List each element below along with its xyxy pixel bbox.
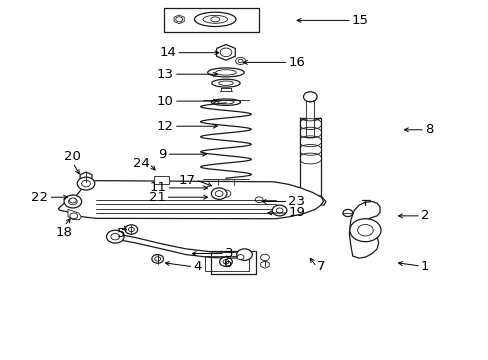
Text: 21: 21	[148, 191, 165, 204]
Circle shape	[223, 260, 228, 264]
Text: 6: 6	[223, 257, 231, 270]
Circle shape	[128, 227, 134, 231]
Circle shape	[236, 249, 252, 260]
Ellipse shape	[215, 70, 236, 75]
Text: 8: 8	[424, 123, 432, 136]
Ellipse shape	[211, 181, 240, 189]
Polygon shape	[294, 196, 325, 205]
Circle shape	[155, 257, 160, 261]
Text: 19: 19	[288, 207, 305, 220]
Text: 3: 3	[224, 247, 233, 260]
Ellipse shape	[218, 100, 234, 104]
Text: 2: 2	[420, 210, 428, 222]
Circle shape	[64, 195, 81, 208]
Circle shape	[111, 233, 120, 240]
Circle shape	[175, 17, 182, 22]
Text: 17: 17	[179, 174, 195, 186]
Circle shape	[69, 198, 76, 203]
Circle shape	[152, 255, 163, 263]
Circle shape	[221, 190, 230, 197]
Polygon shape	[80, 172, 92, 182]
Polygon shape	[252, 194, 265, 206]
Bar	[154, 176, 168, 184]
Bar	[211, 251, 256, 274]
Bar	[299, 118, 321, 196]
Circle shape	[106, 230, 124, 243]
Text: 4: 4	[193, 260, 201, 273]
Text: 24: 24	[132, 157, 149, 170]
Text: 14: 14	[159, 46, 176, 59]
Bar	[163, 8, 259, 32]
Circle shape	[77, 177, 95, 190]
Ellipse shape	[194, 12, 236, 27]
Ellipse shape	[218, 81, 233, 85]
Text: 22: 22	[31, 191, 48, 204]
Text: 1: 1	[420, 260, 428, 273]
Bar	[205, 256, 249, 271]
Ellipse shape	[215, 191, 236, 196]
Text: 11: 11	[149, 181, 166, 194]
Circle shape	[81, 180, 90, 187]
Circle shape	[220, 48, 231, 57]
Circle shape	[219, 257, 232, 266]
Polygon shape	[58, 181, 323, 219]
Circle shape	[70, 213, 78, 219]
Polygon shape	[216, 44, 235, 60]
Circle shape	[357, 225, 372, 236]
Circle shape	[349, 219, 380, 242]
Circle shape	[235, 57, 245, 64]
Text: 16: 16	[288, 56, 305, 69]
Text: 5: 5	[117, 226, 125, 240]
Text: 20: 20	[64, 150, 81, 163]
Polygon shape	[260, 261, 269, 268]
Circle shape	[272, 205, 286, 216]
Circle shape	[276, 208, 283, 213]
Circle shape	[238, 59, 243, 63]
Ellipse shape	[207, 68, 244, 77]
Polygon shape	[68, 210, 81, 220]
Text: 9: 9	[158, 148, 166, 161]
Polygon shape	[66, 195, 79, 206]
Text: 15: 15	[351, 14, 368, 27]
Circle shape	[303, 92, 317, 102]
Text: 10: 10	[157, 95, 173, 108]
Ellipse shape	[211, 79, 240, 87]
Circle shape	[215, 191, 223, 197]
Circle shape	[342, 210, 352, 217]
Polygon shape	[174, 15, 184, 24]
Ellipse shape	[211, 99, 240, 105]
Circle shape	[260, 254, 269, 261]
Text: 18: 18	[56, 226, 72, 239]
Text: 13: 13	[157, 68, 173, 81]
Text: 12: 12	[157, 120, 173, 133]
Bar	[306, 101, 314, 137]
Circle shape	[211, 188, 226, 199]
Polygon shape	[348, 202, 379, 258]
Circle shape	[237, 255, 244, 260]
Text: 23: 23	[288, 195, 305, 208]
Circle shape	[125, 225, 138, 234]
Circle shape	[255, 197, 263, 203]
Text: 7: 7	[316, 260, 325, 273]
Circle shape	[68, 198, 77, 205]
Ellipse shape	[218, 183, 234, 187]
